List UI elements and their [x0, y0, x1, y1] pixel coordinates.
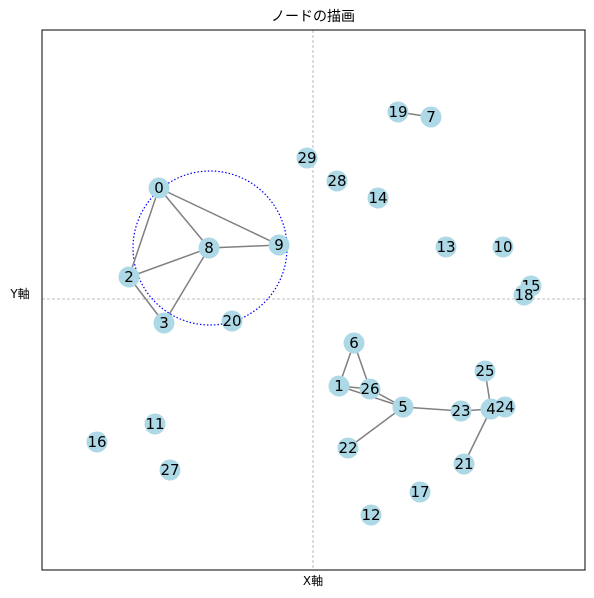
node	[359, 378, 381, 400]
node	[337, 437, 359, 459]
node-label: 19	[388, 103, 407, 121]
edge	[128, 187, 160, 278]
node	[450, 400, 472, 422]
node-label: 9	[274, 236, 284, 254]
node-label: 4	[486, 400, 496, 418]
node-label: 23	[451, 402, 470, 420]
node-label: 17	[410, 483, 429, 501]
edge	[163, 247, 210, 324]
node	[513, 284, 535, 306]
node	[453, 453, 475, 475]
axes-frame	[41, 29, 586, 571]
node	[420, 106, 442, 128]
node	[86, 431, 108, 453]
node	[159, 459, 181, 481]
edge	[347, 406, 404, 449]
node-label: 27	[160, 461, 179, 479]
edge	[158, 187, 280, 246]
node	[435, 236, 457, 258]
title: ノードの描画	[271, 9, 355, 25]
node-label: 14	[368, 189, 387, 207]
node-label: 21	[454, 455, 473, 473]
node	[392, 396, 414, 418]
node	[367, 187, 389, 209]
node-label: 24	[495, 398, 514, 416]
node	[343, 332, 365, 354]
node	[296, 147, 318, 169]
node	[153, 312, 175, 334]
node-label: 25	[475, 362, 494, 380]
node-label: 12	[361, 506, 380, 524]
node	[492, 236, 514, 258]
node-label: 16	[87, 433, 106, 451]
node-label: 11	[145, 415, 164, 433]
y-axis-label: Y軸	[9, 287, 29, 301]
node	[221, 310, 243, 332]
node	[268, 234, 290, 256]
edge	[208, 244, 280, 249]
node-label: 10	[493, 238, 512, 256]
node-label: 29	[297, 149, 316, 167]
node-label: 5	[398, 398, 408, 416]
node	[198, 237, 220, 259]
node-label: 1	[334, 377, 344, 395]
node	[387, 101, 409, 123]
node	[144, 413, 166, 435]
node-label: 26	[360, 380, 379, 398]
node	[474, 360, 496, 382]
node-label: 0	[154, 179, 164, 197]
node-label: 18	[514, 286, 533, 304]
node	[118, 266, 140, 288]
node-label: 8	[204, 239, 214, 257]
node-label: 22	[338, 439, 357, 457]
edge	[128, 247, 210, 278]
node-label: 20	[222, 312, 241, 330]
node-label: 3	[159, 314, 169, 332]
node-label: 2	[124, 268, 134, 286]
node-label: 13	[436, 238, 455, 256]
node	[494, 396, 516, 418]
node	[148, 177, 170, 199]
node	[328, 375, 350, 397]
node	[360, 504, 382, 526]
node-label: 6	[349, 334, 359, 352]
edge	[158, 187, 210, 249]
node	[409, 481, 431, 503]
node	[326, 170, 348, 192]
node-label: 28	[327, 172, 346, 190]
x-axis-label: X軸	[303, 574, 323, 588]
node-label: 7	[426, 108, 436, 126]
